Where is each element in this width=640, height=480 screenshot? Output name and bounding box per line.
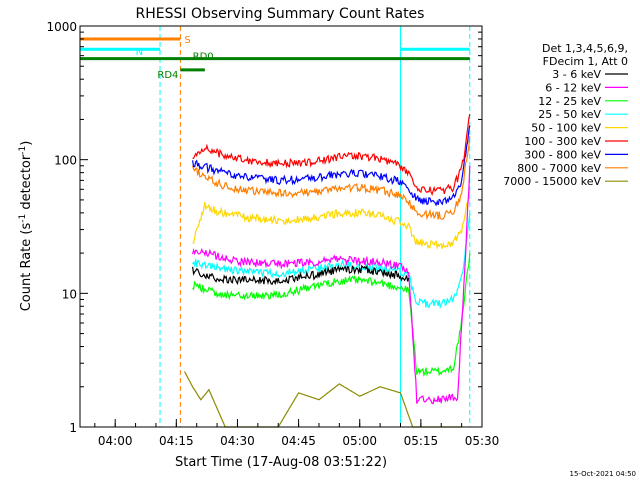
series-line-800-7000-kev (192, 136, 471, 221)
legend-label-8: 7000 - 15000 keV (503, 175, 601, 188)
chart-title: RHESSI Observing Summary Count Rates (136, 6, 425, 22)
plot-area (159, 26, 471, 428)
x-tick-label-05:30: 05:30 (465, 434, 500, 448)
x-tick-label-04:15: 04:15 (159, 434, 194, 448)
legend-label-7: 800 - 7000 keV (517, 162, 601, 175)
timestamp: 15-Oct-2021 04:50 (570, 470, 636, 478)
flag-label-3: RD0 (193, 52, 214, 63)
y-tick-label-1000: 1000 (46, 20, 77, 34)
series-line-6-12-kev (192, 165, 471, 405)
series-line-300-800-kev (192, 125, 471, 207)
series-line-3-6-kev (192, 264, 410, 286)
y-tick-label-1: 1 (69, 421, 77, 435)
observing-flags: S N RD0 RD4 (80, 35, 470, 81)
legend-header-line-1: Det 1,3,4,5,6,9, (542, 42, 628, 55)
flag-label-1: N (136, 47, 143, 58)
legend-header-line-2: FDecim 1, Att 0 (543, 55, 628, 68)
x-axis-label: Start Time (17-Aug-08 03:51:22) (175, 455, 387, 470)
legend-label-3: 25 - 50 keV (538, 108, 601, 121)
y-tick-label-100: 100 (54, 154, 77, 168)
legend-label-1: 6 - 12 keV (545, 81, 601, 94)
legend-label-4: 50 - 100 keV (531, 122, 601, 135)
x-tick-label-04:30: 04:30 (220, 434, 255, 448)
legend-label-6: 300 - 800 keV (524, 148, 601, 161)
y-axis: 1 10 100 1000 (46, 20, 482, 435)
y-axis-label: Count Rate (s-1 detector-1) (18, 141, 34, 312)
legend: Det 1,3,4,5,6,9, FDecim 1, Att 0 3 - 6 k… (503, 42, 628, 188)
x-tick-label-05:15: 05:15 (404, 434, 439, 448)
series-line-100-300-kev (192, 113, 471, 196)
x-axis: 04:00 04:15 04:30 04:45 05:00 05:15 05:30 (94, 419, 500, 448)
series-line-25-50-kev (192, 212, 471, 310)
flag-label-0: S (184, 35, 190, 46)
flag-label-4: RD4 (157, 70, 178, 81)
y-tick-label-10: 10 (62, 287, 77, 301)
legend-label-0: 3 - 6 keV (552, 68, 601, 81)
legend-label-5: 100 - 300 keV (524, 135, 601, 148)
x-tick-label-04:45: 04:45 (281, 434, 316, 448)
legend-label-2: 12 - 25 keV (538, 95, 601, 108)
plot-frame (79, 25, 483, 428)
x-tick-label-05:00: 05:00 (342, 434, 377, 448)
x-tick-label-04:00: 04:00 (98, 434, 133, 448)
series-line-50-100-kev (192, 191, 471, 250)
series-line-12-25-kev (192, 253, 471, 377)
